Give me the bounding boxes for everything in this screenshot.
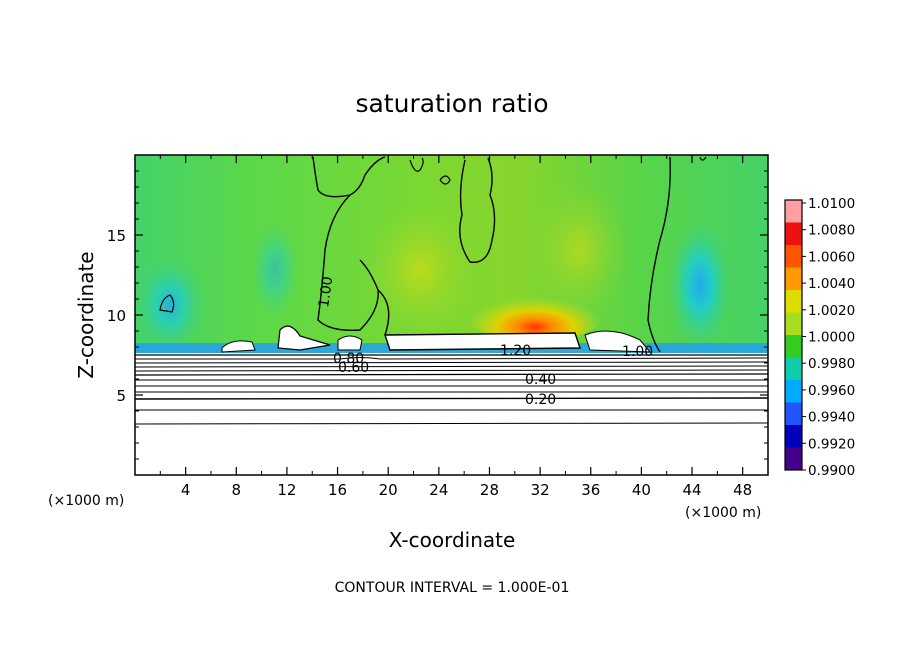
colorbar-label: 0.9960 <box>808 383 855 399</box>
cloud-fragment-4 <box>337 335 363 351</box>
contour-1-00-left-base <box>377 289 390 336</box>
colorbar-label: 0.9920 <box>808 436 855 452</box>
colorbar-frame <box>784 199 803 471</box>
colorbar-segment <box>785 222 802 246</box>
contour-label: 0.80 <box>333 351 364 367</box>
contour-1-00-right <box>647 156 671 353</box>
colorbar-segment <box>785 267 802 291</box>
x-tick-label: 8 <box>232 481 242 499</box>
x-tick-label: 24 <box>429 481 448 499</box>
x-unit-label-left: (×1000 m) <box>48 493 124 509</box>
colorbar-segment <box>785 200 802 223</box>
colorbar-segment <box>785 245 802 268</box>
y-axis-label: Z-coordinate <box>74 251 98 378</box>
colorbar-segment <box>785 447 802 471</box>
x-tick-label: 36 <box>581 481 600 499</box>
plot-area <box>135 155 768 475</box>
cloud-fragment-1 <box>277 325 331 351</box>
colorbar-label: 1.0080 <box>808 223 855 239</box>
colorbar-segment <box>785 357 802 381</box>
y-axis-ticks: 5 10 15 <box>107 170 768 460</box>
y-tick-label: 10 <box>107 307 126 325</box>
contour-label: 0.20 <box>525 392 556 408</box>
x-tick-label: 4 <box>181 481 191 499</box>
colorbar-label: 1.0000 <box>808 330 855 346</box>
y-tick-label: 15 <box>107 227 126 245</box>
x-tick-label: 44 <box>682 481 701 499</box>
dry-region-mid <box>250 220 300 320</box>
contour-label: 0.60 <box>338 360 369 376</box>
contour-small-3 <box>699 156 707 161</box>
contour-label: 1.00 <box>316 275 336 308</box>
contour-labels: 1.00 0.80 0.60 1.20 1.00 0.40 0.20 <box>316 275 653 408</box>
colorbar-segment <box>785 290 802 313</box>
x-tick-label: 16 <box>328 481 347 499</box>
colorbar: 1.0100 1.0080 1.0060 1.0040 1.0020 1.0000 0.99… <box>784 196 855 479</box>
x-unit-label-right: (×1000 m) <box>685 505 761 521</box>
x-tick-label: 32 <box>531 481 550 499</box>
contour-interval-note: CONTOUR INTERVAL = 1.000E-01 <box>335 580 570 596</box>
colorbar-label: 1.0060 <box>808 249 855 265</box>
moist-region-1 <box>360 200 480 340</box>
cloud-core <box>384 332 581 351</box>
colorbar-segment <box>785 335 802 358</box>
x-tick-label: 12 <box>277 481 296 499</box>
cloud-fragment-3 <box>584 330 652 353</box>
x-tick-label: 28 <box>480 481 499 499</box>
x-tick-label: 20 <box>379 481 398 499</box>
contour-small-1 <box>409 157 424 172</box>
contour-small-2 <box>439 175 451 185</box>
cloud-fragment-2 <box>221 340 256 353</box>
contour-label: 0.40 <box>525 372 556 388</box>
contour-1-00-center <box>459 157 496 264</box>
lower-contours <box>135 354 768 425</box>
colorbar-segment <box>785 402 802 426</box>
colorbar-label: 1.0020 <box>808 303 855 319</box>
colorbar-label: 1.0100 <box>808 196 855 212</box>
colorbar-segment <box>785 380 802 403</box>
x-tick-label: 40 <box>632 481 651 499</box>
colorbar-segment <box>785 312 802 336</box>
dry-region-left <box>135 257 205 353</box>
y-tick-label: 5 <box>116 387 126 405</box>
x-axis-label: X-coordinate <box>389 528 516 552</box>
colorbar-label: 0.9940 <box>808 410 855 426</box>
contour-label: 1.20 <box>500 343 531 359</box>
colorbar-segment <box>785 425 802 448</box>
chart-title: saturation ratio <box>355 89 548 118</box>
contour-1-00-left <box>317 194 379 331</box>
colorbar-label: 0.9980 <box>808 356 855 372</box>
lower-region <box>135 353 768 475</box>
supersaturation-max <box>465 282 605 342</box>
dry-region-right <box>668 220 732 350</box>
contour-label: 1.00 <box>622 344 653 360</box>
contour-small-4 <box>159 294 175 313</box>
x-axis-ticks: 4 8 12 16 20 24 28 32 36 40 44 48 <box>159 155 752 499</box>
colorbar-label: 0.9900 <box>808 463 855 479</box>
colorbar-label: 1.0040 <box>808 276 855 292</box>
x-tick-label: 48 <box>733 481 752 499</box>
